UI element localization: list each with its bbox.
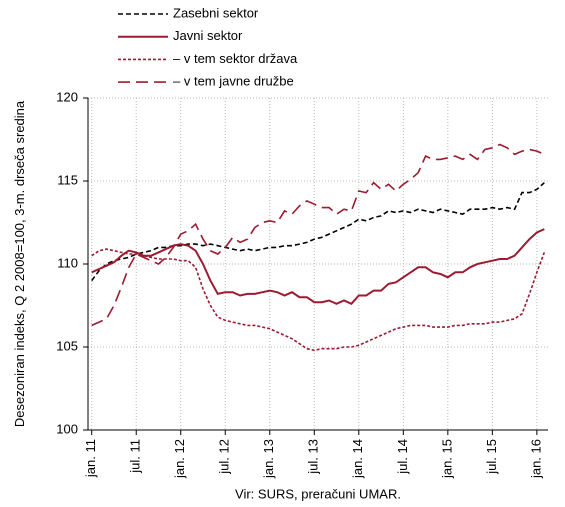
legend-label: – v tem javne družbe [173,74,294,89]
x-tick-label: jan. 15 [439,439,454,479]
x-tick-label: jul. 14 [395,439,410,475]
x-tick-label: jan. 13 [261,439,276,479]
y-tick-label: 110 [57,255,78,270]
y-tick-label: 115 [57,172,78,187]
source-note: Vir: SURS, preračuni UMAR. [235,486,401,501]
x-tick-label: jul. 11 [128,439,143,474]
x-tick-label: jul. 15 [484,439,499,475]
legend-label: Javni sektor [173,28,243,43]
y-tick-label: 120 [56,89,78,104]
x-tick-label: jul. 12 [217,439,232,475]
series-line [91,248,546,352]
y-tick-label: 105 [56,338,78,353]
x-tick-label: jan. 14 [350,439,365,479]
legend-label: – v tem sektor država [173,51,298,66]
x-tick-label: jul. 13 [306,439,321,475]
x-tick-label: jan. 16 [528,439,543,479]
legend-label: Zasebni sektor [173,5,259,20]
y-tick-label: 100 [56,421,78,436]
x-tick-label: jan. 11 [83,439,98,478]
series-line [91,182,545,282]
series-line [91,143,545,327]
y-axis-label: Desezoniran indeks, Q 2 2008=100, 3-m. d… [12,100,27,428]
x-tick-label: jan. 12 [172,439,187,479]
series-line [91,228,545,306]
